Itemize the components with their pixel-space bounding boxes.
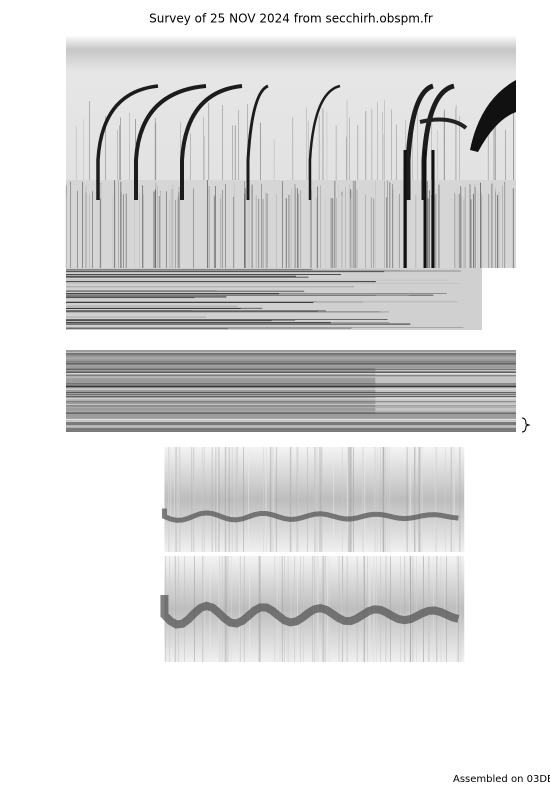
image-texture bbox=[161, 508, 459, 523]
chart-title: Survey of 25 NOV 2024 from secchirh.obsp… bbox=[149, 12, 433, 26]
image-texture bbox=[419, 117, 468, 130]
image-texture bbox=[96, 84, 159, 200]
footer: Assembled on 03DEC2024 bbox=[453, 774, 550, 785]
image-texture bbox=[470, 80, 516, 152]
image-texture bbox=[66, 180, 516, 268]
image-texture bbox=[160, 595, 460, 629]
image-texture bbox=[180, 84, 243, 200]
image-texture bbox=[134, 84, 207, 200]
image-texture bbox=[308, 84, 341, 200]
spectrogram-image bbox=[65, 35, 531, 662]
image-texture bbox=[521, 417, 531, 433]
image-texture bbox=[66, 35, 516, 180]
image-texture bbox=[246, 84, 269, 200]
image-texture bbox=[405, 83, 434, 200]
